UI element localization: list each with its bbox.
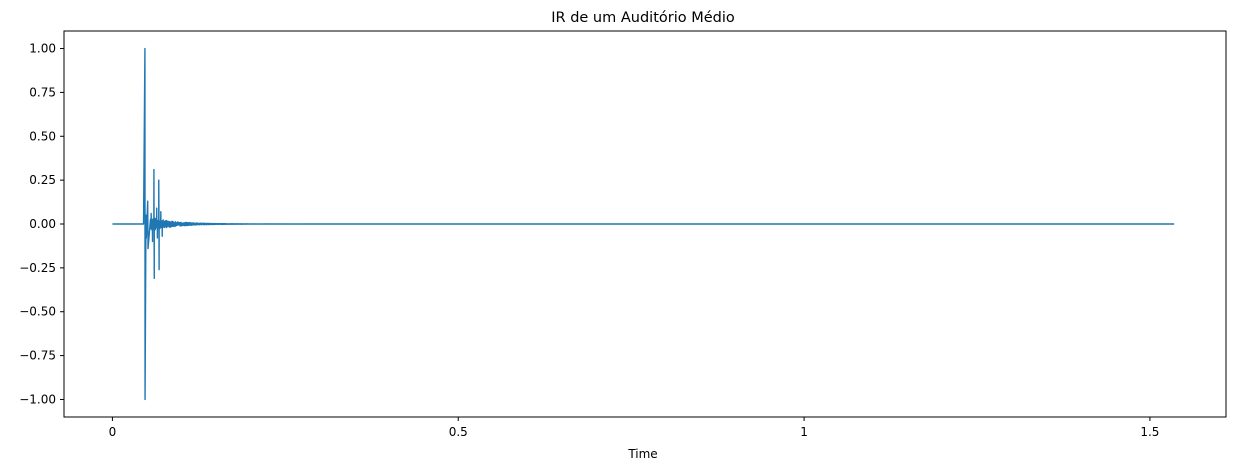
chart-title: IR de um Auditório Médio	[551, 10, 735, 26]
y-tick-label: −0.25	[19, 261, 56, 275]
x-axis-label: Time	[627, 447, 657, 461]
y-tick-label: −0.75	[19, 349, 56, 363]
x-tick-label: 1	[800, 425, 808, 439]
y-tick-label: 0.50	[29, 129, 56, 143]
y-tick-label: 1.00	[29, 42, 56, 56]
y-tick-label: 0.75	[29, 85, 56, 99]
y-axis-ticks: 1.00 0.75 0.50 0.25 0.00 −0.25 −0.50 −0.75 −1.00	[19, 42, 64, 406]
x-axis-ticks: 0 0.5 1 1.5	[109, 417, 1159, 439]
series-line-ir	[112, 47, 1175, 401]
y-tick-label: −0.50	[19, 305, 56, 319]
x-tick-label: 0.5	[449, 425, 468, 439]
axes-frame	[63, 30, 1227, 418]
y-tick-label: 0.00	[29, 217, 56, 231]
x-tick-label: 1.5	[1140, 425, 1159, 439]
y-tick-label: 0.25	[29, 173, 56, 187]
plot-area	[112, 47, 1175, 401]
x-tick-label: 0	[109, 425, 117, 439]
y-tick-label: −1.00	[19, 392, 56, 406]
